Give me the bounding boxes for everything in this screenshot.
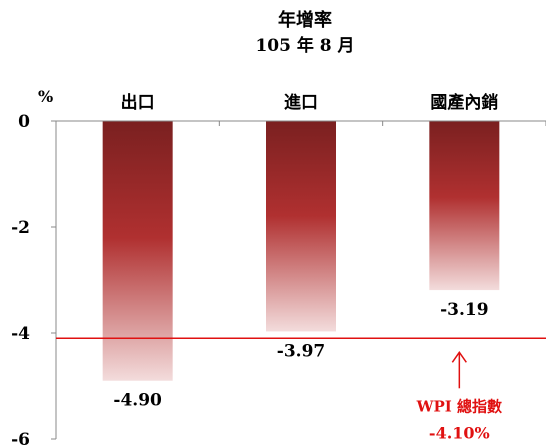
y-tick-label-2: -4 [11, 324, 30, 344]
category-labels: 出口 進口 國產內銷 [121, 92, 499, 113]
y-tick-label-3: -6 [11, 430, 30, 448]
reference-line: WPI 總指數 -4.10% [56, 337, 546, 442]
reference-arrow-head [451, 350, 467, 363]
chart-subtitle: 105 年 8 月 [255, 35, 354, 56]
reference-value-label: -4.10% [429, 423, 490, 442]
chart-title: 年增率 [278, 9, 332, 31]
value-label-3: -3.19 [440, 300, 488, 320]
y-axis-unit: % [38, 87, 53, 106]
bar-2 [266, 121, 336, 332]
category-label-1: 出口 [121, 92, 155, 113]
bar-1 [102, 121, 173, 381]
category-label-2: 進口 [284, 93, 318, 113]
bars [102, 121, 500, 381]
y-axis: 0 -2 -4 -6 [11, 112, 546, 448]
value-label-1: -4.90 [113, 391, 162, 411]
value-label-2: -3.97 [277, 341, 325, 361]
reference-label: WPI 總指數 [416, 397, 502, 415]
category-label-3: 國產內銷 [430, 92, 498, 113]
y-tick-label-0: 0 [18, 112, 30, 132]
value-labels: -4.90 -3.97 -3.19 [113, 300, 488, 411]
bar-3 [429, 121, 500, 291]
y-tick-label-1: -2 [11, 218, 30, 238]
